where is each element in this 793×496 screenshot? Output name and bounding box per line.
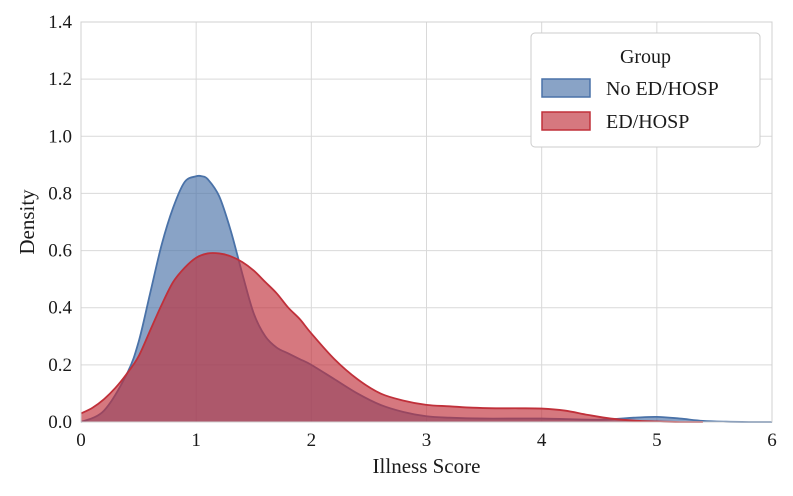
x-tick-label: 4	[537, 430, 547, 451]
legend-label-no-ed-hosp: No ED/HOSP	[606, 78, 719, 100]
x-tick-label: 3	[422, 430, 432, 451]
legend-swatch-no-ed-hosp	[541, 78, 591, 98]
y-tick-labels: 0.0 0.2 0.4 0.6 0.8 1.0 1.2 1.4	[48, 12, 72, 433]
density-line-ed-hosp	[80, 252, 703, 423]
density-areas	[80, 174, 772, 423]
x-tick-label: 5	[652, 430, 662, 451]
x-tick-label: 6	[767, 430, 777, 451]
x-tick-labels: 0 1 2 3 4 5 6	[76, 430, 777, 451]
plot-frame	[80, 21, 773, 423]
legend-swatch-ed-hosp	[541, 111, 591, 131]
x-tick-label: 0	[76, 430, 86, 451]
legend-title: Group	[620, 46, 671, 68]
y-tick-label: 0.0	[48, 412, 72, 433]
x-axis-label: Illness Score	[373, 454, 481, 478]
legend: Group No ED/HOSP ED/HOSP	[530, 32, 761, 148]
y-tick-label: 0.6	[48, 241, 72, 262]
y-tick-label: 1.0	[48, 126, 72, 147]
y-tick-label: 0.8	[48, 183, 72, 204]
y-tick-label: 1.4	[48, 12, 72, 33]
x-tick-label: 1	[191, 430, 201, 451]
density-area-ed-hosp	[81, 252, 703, 422]
y-tick-label: 0.2	[48, 355, 72, 376]
legend-label-ed-hosp: ED/HOSP	[606, 111, 689, 133]
y-tick-label: 1.2	[48, 69, 72, 90]
y-axis-label: Density	[15, 189, 39, 255]
y-tick-label: 0.4	[48, 298, 72, 319]
legend-entries: No ED/HOSP ED/HOSP	[541, 78, 719, 133]
x-tick-label: 2	[307, 430, 317, 451]
